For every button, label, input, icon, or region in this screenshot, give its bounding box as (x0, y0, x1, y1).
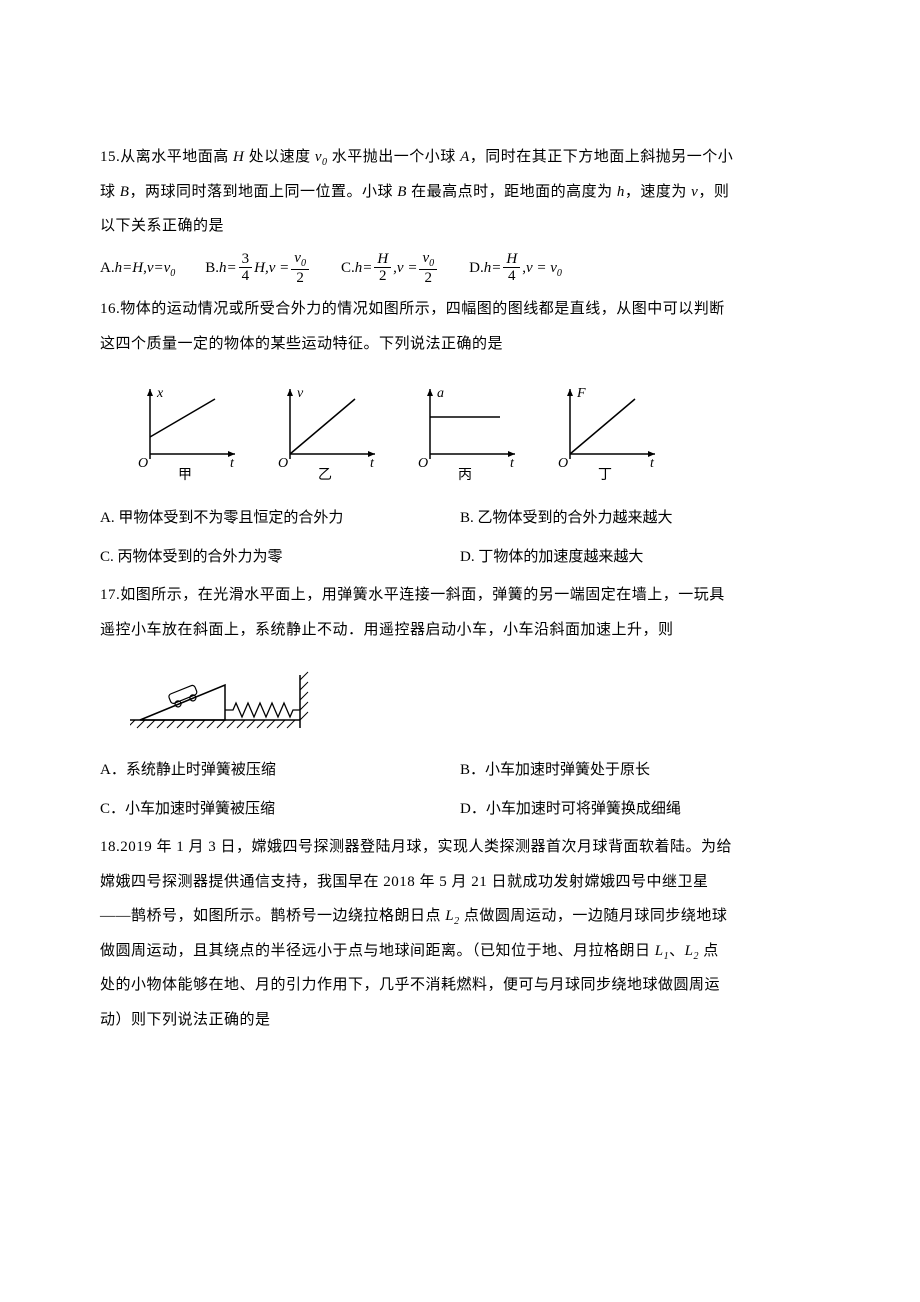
q15-line3: 以下关系正确的是 (100, 209, 820, 244)
q16-option-a: A. 甲物体受到不为零且恒定的合外力 (100, 501, 460, 536)
svg-text:t: t (510, 456, 515, 471)
graph-bing: a t O 丙 (410, 379, 530, 489)
q18-line4: 做圆周运动，且其绕点的半径远小于点与地球间距离。（已知位于地、月拉格朗日 L1、… (100, 934, 820, 969)
graph-jia: x t O 甲 (130, 379, 250, 489)
q16-options-row2: C. 丙物体受到的合外力为零 D. 丁物体的加速度越来越大 (100, 540, 820, 575)
graph-yi: v t O 乙 (270, 379, 390, 489)
svg-text:丙: 丙 (458, 468, 472, 483)
q17-option-a: A．系统静止时弹簧被压缩 (100, 753, 460, 788)
q15-text: ，同时在其正下方地面上斜抛另一个小 (470, 149, 734, 165)
var-L2: L2 (445, 908, 459, 924)
svg-text:甲: 甲 (178, 468, 192, 483)
q15-option-a: A. h=H, v=v0 (100, 251, 175, 286)
svg-text:t: t (370, 456, 375, 471)
q18-line5: 处的小物体能够在地、月的引力作用下，几乎不消耗燃料，便可与月球同步绕地球做圆周运 (100, 968, 820, 1003)
q15-options: A. h=H, v=v0 B. h=34H,v = v02 C. h=H2,v … (100, 250, 820, 287)
svg-text:丁: 丁 (598, 468, 612, 483)
svg-text:t: t (230, 456, 235, 471)
q18-line2: 嫦娥四号探测器提供通信支持，我国早在 2018 年 5 月 21 日就成功发射嫦… (100, 865, 820, 900)
fraction: H4 (503, 251, 520, 285)
q16-options-row1: A. 甲物体受到不为零且恒定的合外力 B. 乙物体受到的合外力越来越大 (100, 501, 820, 536)
q15-line2: 球 B，两球同时落到地面上同一位置。小球 B 在最高点时，距地面的高度为 h，速… (100, 175, 820, 210)
svg-text:O: O (138, 456, 148, 471)
q17-option-b: B．小车加速时弹簧处于原长 (460, 753, 820, 788)
svg-text:O: O (418, 456, 428, 471)
var-L2: L2 (685, 943, 699, 959)
fraction: H2 (374, 251, 391, 285)
q17-option-d: D．小车加速时可将弹簧换成细绳 (460, 792, 820, 827)
var-H: H (233, 149, 244, 165)
q15-option-b: B. h=34H,v = v02 (205, 250, 311, 287)
var-B: B (120, 184, 130, 200)
svg-text:t: t (650, 456, 655, 471)
q17-figure (130, 665, 330, 735)
q18-line3: ——鹊桥号，如图所示。鹊桥号一边绕拉格朗日点 L2 点做圆周运动，一边随月球同步… (100, 899, 820, 934)
svg-text:v: v (297, 386, 304, 401)
svg-text:乙: 乙 (318, 467, 332, 483)
q15-text: ，则 (698, 184, 729, 200)
q18-line1: 18.2019 年 1 月 3 日，嫦娥四号探测器登陆月球，实现人类探测器首次月… (100, 830, 820, 865)
q16-option-b: B. 乙物体受到的合外力越来越大 (460, 501, 820, 536)
q16-option-d: D. 丁物体的加速度越来越大 (460, 540, 820, 575)
q15-text: 在最高点时，距地面的高度为 (407, 184, 617, 200)
svg-text:x: x (156, 386, 164, 401)
var-h: h (617, 184, 625, 200)
q15-text: ，速度为 (625, 184, 691, 200)
var-L1: L1 (655, 943, 669, 959)
q17-line1: 17.如图所示，在光滑水平面上，用弹簧水平连接一斜面，弹簧的另一端固定在墙上，一… (100, 578, 820, 613)
q15-option-d: D. h=H4,v = v0 (469, 251, 562, 286)
q15-option-c: C. h=H2,v = v02 (341, 250, 439, 287)
var-B: B (397, 184, 407, 200)
svg-text:O: O (558, 456, 568, 471)
q15-line1: 15.从离水平地面高 H 处以速度 v0 水平抛出一个小球 A，同时在其正下方地… (100, 140, 820, 175)
q17-options-row2: C．小车加速时弹簧被压缩 D．小车加速时可将弹簧换成细绳 (100, 792, 820, 827)
q17-line2: 遥控小车放在斜面上，系统静止不动．用遥控器启动小车，小车沿斜面加速上升，则 (100, 613, 820, 648)
svg-text:O: O (278, 456, 288, 471)
q16-line2: 这四个质量一定的物体的某些运动特征。下列说法正确的是 (100, 327, 820, 362)
fraction: v02 (291, 250, 309, 287)
svg-text:a: a (437, 386, 444, 401)
fraction: v02 (419, 250, 437, 287)
q15-text: 15.从离水平地面高 (100, 149, 233, 165)
q18-line6: 动）则下列说法正确的是 (100, 1003, 820, 1038)
q17-options-row1: A．系统静止时弹簧被压缩 B．小车加速时弹簧处于原长 (100, 753, 820, 788)
graph-ding: F t O 丁 (550, 379, 670, 489)
q15-text: ，两球同时落到地面上同一位置。小球 (129, 184, 397, 200)
svg-text:F: F (576, 386, 586, 401)
q16-graphs: x t O 甲 v t O 乙 a t O 丙 F t O 丁 (130, 379, 820, 489)
var-A: A (460, 149, 470, 165)
q15-text: 处以速度 (244, 149, 315, 165)
fraction: 34 (239, 251, 253, 285)
q17-option-c: C．小车加速时弹簧被压缩 (100, 792, 460, 827)
q16-line1: 16.物体的运动情况或所受合外力的情况如图所示，四幅图的图线都是直线，从图中可以… (100, 292, 820, 327)
q15-text: 球 (100, 184, 120, 200)
var-v0: v0 (315, 149, 328, 165)
q15-text: 水平抛出一个小球 (328, 149, 461, 165)
q16-option-c: C. 丙物体受到的合外力为零 (100, 540, 460, 575)
